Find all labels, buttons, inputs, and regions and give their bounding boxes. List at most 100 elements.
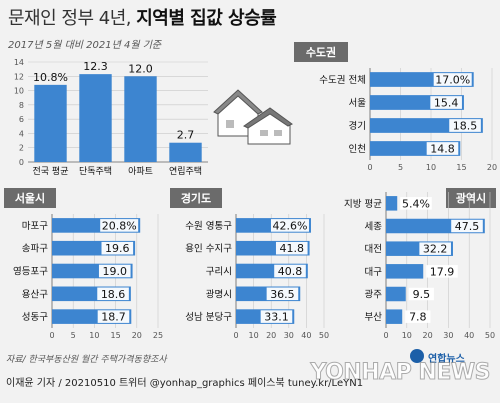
value-label-bg xyxy=(260,310,293,323)
x-tick-label: 25 xyxy=(153,331,163,340)
category-label: 인천 xyxy=(349,144,366,155)
category-label: 서울 xyxy=(349,98,367,109)
watermark: YONHAP NEWS xyxy=(310,360,491,386)
value-label-bg xyxy=(449,119,481,132)
y-tick-label: 14 xyxy=(14,58,24,67)
panel-title-bg xyxy=(294,42,348,62)
value-label: 10.8% xyxy=(33,71,68,84)
bar xyxy=(386,264,424,279)
x-tick-label: 0 xyxy=(383,331,388,340)
value-label: 18.6 xyxy=(101,288,126,301)
category-label: 광명시 xyxy=(206,288,232,300)
value-label: 7.8 xyxy=(409,311,427,324)
logo-text: 연합뉴스 xyxy=(428,354,465,365)
value-label: 9.5 xyxy=(413,288,431,301)
category-label: 부산 xyxy=(365,312,383,323)
house-illustration xyxy=(213,89,293,145)
value-label: 41.8 xyxy=(280,242,305,255)
category-label: 구리시 xyxy=(206,267,232,278)
value-label-bg xyxy=(408,287,434,301)
national-chart: 0 2 4 6 8 10 12 14 10.8% 전국 평균 12.3 단독주택 12.0 아파트 2.7 연… xyxy=(14,58,208,177)
gyeonggi-chart: 경기도 0 10 20 30 40 50 수원 영통구 42.6% 용인 수지구 41.8 구리시 40… xyxy=(170,188,329,340)
value-label-bg xyxy=(100,219,139,232)
panel-title: 수도권 xyxy=(306,46,336,59)
x-tick-label: 5 xyxy=(71,331,76,340)
panel-title: 서울시 xyxy=(15,191,45,205)
y-tick-label: 8 xyxy=(19,101,24,110)
value-label-bg xyxy=(274,264,306,278)
value-label-bg xyxy=(405,310,431,323)
yonhap-logo-icon xyxy=(410,349,424,363)
x-tick-label: 20 xyxy=(423,331,433,340)
y-tick-label: 12 xyxy=(14,72,24,81)
value-label-bg xyxy=(433,73,472,86)
page-title: 문재인 정부 4년, 지역별 집값 상승률 xyxy=(8,4,277,30)
x-tick-label: 40 xyxy=(301,331,311,340)
category-label: 대구 xyxy=(365,267,383,278)
category-label: 연립주택 xyxy=(169,166,202,177)
category-label: 용인 수지구 xyxy=(185,244,232,255)
value-label: 40.8 xyxy=(278,265,303,278)
value-label-bg xyxy=(426,265,458,278)
value-label: 12.3 xyxy=(83,60,108,73)
x-tick-label: 10 xyxy=(249,331,259,340)
value-label: 14.8 xyxy=(430,143,455,156)
value-label-bg xyxy=(419,242,451,255)
category-label: 지방 평균 xyxy=(344,199,382,210)
value-label-bg xyxy=(266,287,299,301)
value-label: 18.5 xyxy=(453,120,478,133)
value-label: 12.0 xyxy=(128,62,153,75)
y-tick-label: 10 xyxy=(14,87,24,96)
metro-chart: 광역시 0 10 20 30 40 50 지방 평균 5.4% 세종 47.5 대전 32.2 대구 17.… xyxy=(344,188,496,340)
x-tick-label: 50 xyxy=(485,331,495,340)
category-label: 수도권 전체 xyxy=(319,74,366,86)
value-label-bg xyxy=(270,219,309,232)
value-label: 2.7 xyxy=(177,129,195,142)
x-tick-label: 50 xyxy=(319,331,329,340)
credits: 이재윤 기자 / 20210510 트위터 @yonhap_graphics 페… xyxy=(6,378,364,389)
value-label-bg xyxy=(275,241,308,255)
category-label: 전국 평균 xyxy=(33,166,69,177)
x-tick-label: 30 xyxy=(443,331,453,340)
x-tick-label: 10 xyxy=(426,163,436,172)
y-tick-label: 4 xyxy=(19,129,24,138)
bar xyxy=(79,74,112,162)
source-note: 자료/ 한국부동산원 월간 주택가격동향조사 xyxy=(6,355,167,365)
value-label: 17.9 xyxy=(430,265,455,278)
value-label: 5.4% xyxy=(402,197,430,210)
category-label: 용산구 xyxy=(22,289,48,300)
y-tick-label: 0 xyxy=(19,158,24,167)
x-tick-label: 20 xyxy=(132,331,142,340)
bar xyxy=(386,309,403,324)
panel-title-bg xyxy=(4,188,56,208)
bar xyxy=(386,286,406,302)
category-label: 세종 xyxy=(365,222,383,233)
title-prefix: 문재인 정부 4년, xyxy=(8,8,131,29)
bar xyxy=(124,76,157,162)
value-label: 19.0 xyxy=(103,265,128,278)
x-tick-label: 15 xyxy=(111,331,121,340)
value-label-bg xyxy=(430,96,462,109)
category-label: 마포구 xyxy=(22,221,48,232)
value-label-bg xyxy=(98,264,131,278)
subtitle: 2017년 5월 대비 2021년 4월 기준 xyxy=(8,40,162,51)
value-label: 36.5 xyxy=(270,288,295,301)
category-label: 성남 분당구 xyxy=(185,312,232,323)
x-tick-label: 20 xyxy=(266,331,276,340)
value-label-bg xyxy=(97,310,130,323)
bar xyxy=(34,84,67,162)
y-tick-label: 2 xyxy=(19,144,24,153)
x-tick-label: 5 xyxy=(398,163,403,172)
x-tick-label: 10 xyxy=(89,331,99,340)
x-tick-label: 10 xyxy=(402,331,412,340)
category-label: 송파구 xyxy=(22,244,48,255)
value-label-bg xyxy=(400,197,432,210)
category-label: 아파트 xyxy=(128,166,153,177)
panel-title: 경기도 xyxy=(181,191,211,205)
x-tick-label: 0 xyxy=(233,331,238,340)
x-tick-label: 0 xyxy=(367,163,372,172)
value-label-bg xyxy=(426,142,459,155)
value-label: 15.4 xyxy=(434,97,459,110)
value-label: 20.8% xyxy=(102,219,137,232)
value-label: 42.6% xyxy=(272,219,307,232)
